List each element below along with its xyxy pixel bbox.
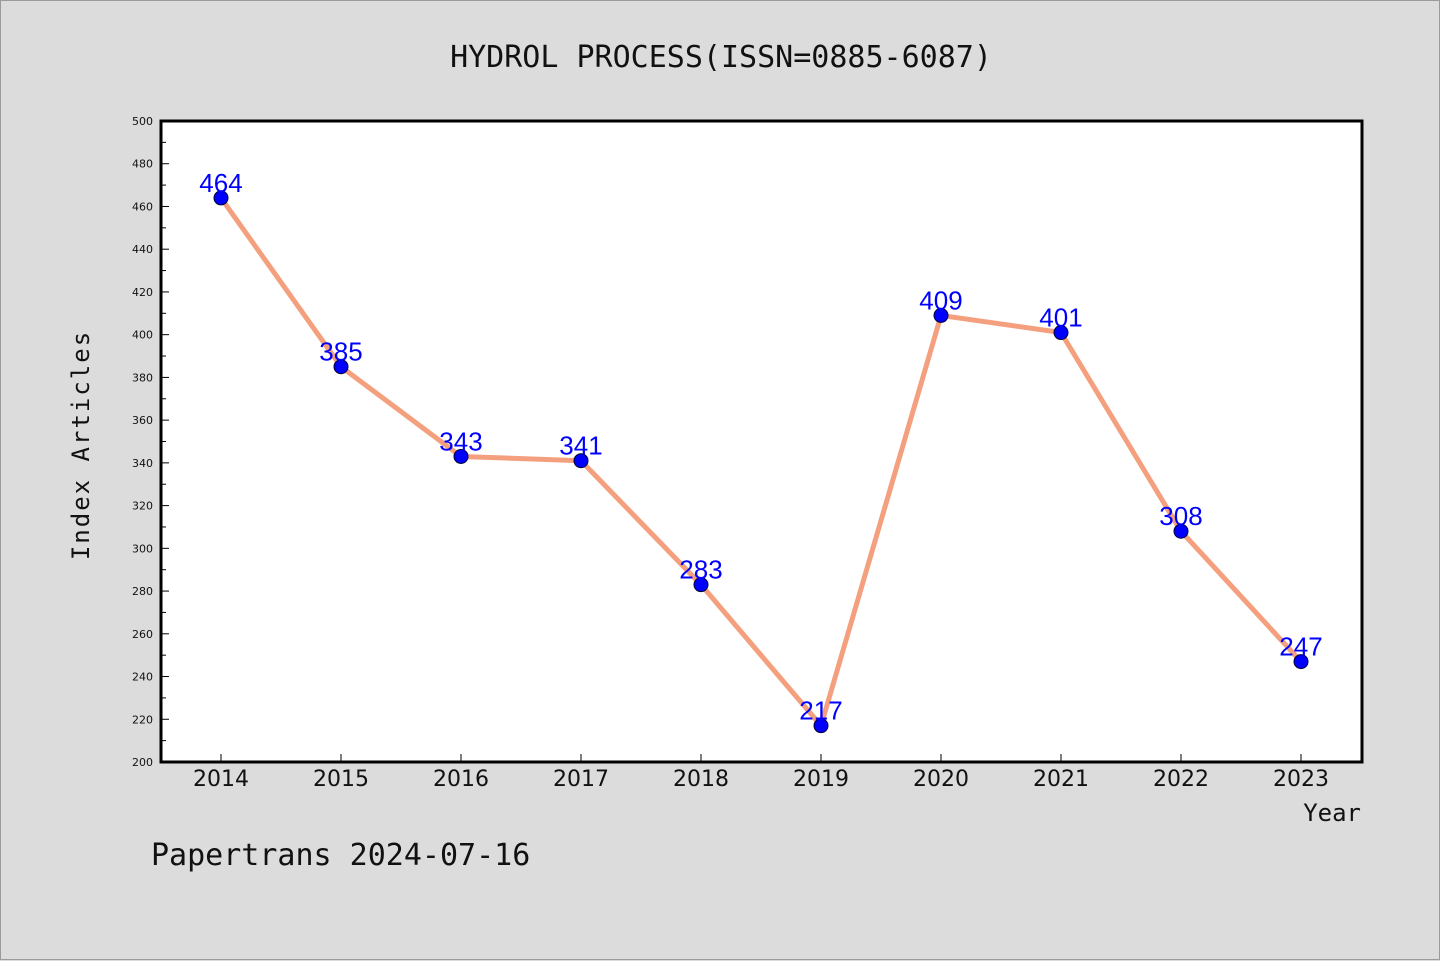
data-label: 409 — [919, 285, 962, 315]
data-point — [213, 190, 229, 206]
chart-title: HYDROL PROCESS(ISSN=0885-6087) — [450, 40, 992, 75]
y-tick-label: 420 — [132, 286, 153, 299]
x-axis: 2014 2015 2016 2017 2018 2019 2020 2021 2022 2023 — [193, 754, 1329, 792]
data-label-layer: 464 385 343 341 283 217 409 401 308 247 — [199, 168, 1322, 726]
series-layer — [218, 195, 1304, 729]
data-label: 343 — [439, 426, 482, 456]
x-tick-label: 2020 — [913, 767, 969, 792]
y-axis: 200 220 240 260 280 300 320 340 360 380 400 420 440 4… — [132, 115, 169, 769]
y-tick-label: 400 — [132, 329, 153, 342]
y-tick-label: 480 — [132, 158, 153, 171]
data-point — [1293, 654, 1309, 670]
data-label: 308 — [1159, 501, 1202, 531]
y-tick-label: 220 — [132, 713, 153, 726]
x-tick-label: 2016 — [433, 767, 489, 792]
x-axis-title: Year — [1303, 799, 1361, 827]
y-tick-label: 240 — [132, 671, 153, 684]
data-label: 385 — [319, 337, 362, 367]
y-tick-label: 460 — [132, 200, 153, 213]
y-tick-label: 360 — [132, 414, 153, 427]
y-tick-label: 440 — [132, 243, 153, 256]
y-tick-label: 380 — [132, 371, 153, 384]
y-tick-label: 320 — [132, 500, 153, 513]
data-point — [693, 577, 709, 593]
y-tick-label: 300 — [132, 542, 153, 555]
data-point — [813, 718, 829, 734]
footer-watermark: Papertrans 2024-07-16 — [151, 838, 530, 873]
x-tick-label: 2015 — [313, 767, 369, 792]
x-tick-label: 2022 — [1153, 767, 1209, 792]
data-label: 401 — [1039, 303, 1082, 333]
data-point — [453, 448, 469, 464]
x-tick-label: 2019 — [793, 767, 849, 792]
data-point — [333, 359, 349, 375]
y-tick-label: 280 — [132, 585, 153, 598]
x-tick-label: 2021 — [1033, 767, 1089, 792]
x-tick-label: 2023 — [1273, 767, 1329, 792]
x-tick-label: 2017 — [553, 767, 609, 792]
data-label: 464 — [199, 168, 242, 198]
data-label: 217 — [799, 696, 842, 726]
y-tick-label: 260 — [132, 628, 153, 641]
data-point — [933, 307, 949, 323]
x-tick-label: 2014 — [193, 767, 249, 792]
data-label: 247 — [1279, 632, 1322, 662]
plot-border — [159, 119, 1364, 764]
data-point — [1053, 325, 1069, 341]
data-point — [1173, 523, 1189, 539]
series-line — [218, 195, 1304, 729]
data-label: 283 — [679, 555, 722, 585]
x-tick-label: 2018 — [673, 767, 729, 792]
data-label: 341 — [559, 431, 602, 461]
y-tick-label: 340 — [132, 457, 153, 470]
data-point — [573, 453, 589, 469]
marker-layer — [213, 190, 1309, 734]
y-tick-label: 500 — [132, 115, 153, 128]
plot-area — [161, 121, 1362, 762]
y-tick-label: 200 — [132, 756, 153, 769]
y-axis-title: Index Articles — [67, 330, 95, 560]
